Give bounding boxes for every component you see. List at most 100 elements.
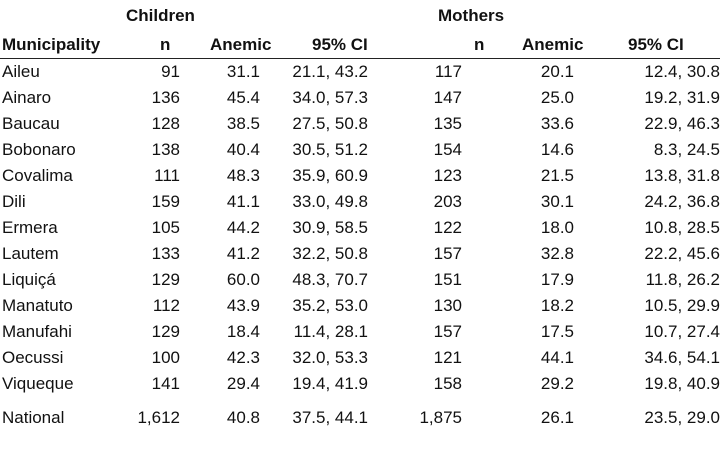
header-mothers-ci: 95% CI: [628, 35, 684, 54]
mothers-ci-cell: 13.8, 31.8: [644, 166, 720, 185]
children-anemic-cell: 41.2: [226, 244, 260, 263]
children-anemic-cell: 48.3: [226, 166, 260, 185]
children-ci-cell: 27.5, 50.8: [292, 114, 368, 133]
mothers-n-cell: 1,875: [419, 408, 462, 427]
mothers-anemic-cell: 44.1: [540, 348, 574, 367]
children-n-cell: 136: [151, 88, 180, 107]
children-n-cell: 129: [151, 322, 180, 341]
mothers-n-cell: 122: [433, 218, 462, 237]
mothers-ci-cell: 19.8, 40.9: [644, 374, 720, 393]
table-row: Bobonaro 138 40.4 30.5, 51.2 154 14.6 8.3, 24.…: [0, 137, 720, 163]
header-children-n: n: [160, 35, 171, 54]
column-header-row: Municipality n Anemic 95% CI n Anemic 95…: [0, 32, 720, 58]
mothers-n-cell: 135: [433, 114, 462, 133]
municipality-cell: Lautem: [2, 244, 59, 263]
children-ci-cell: 11.4, 28.1: [293, 322, 368, 341]
children-n-cell: 133: [151, 244, 180, 263]
mothers-ci-cell: 8.3, 24.5: [653, 140, 720, 159]
mothers-ci-cell: 34.6, 54.1: [644, 348, 720, 367]
children-ci-cell: 32.0, 53.3: [292, 348, 368, 367]
mothers-n-cell: 117: [434, 62, 462, 81]
municipality-cell: Covalima: [2, 166, 73, 185]
header-municipality: Municipality: [2, 35, 101, 54]
mothers-anemic-cell: 26.1: [540, 408, 574, 427]
municipality-cell: Liquiçá: [2, 270, 56, 289]
table-row: Liquiçá 129 60.0 48.3, 70.7 151 17.9 11.8, 26.…: [0, 267, 720, 293]
table-row: Lautem 133 41.2 32.2, 50.8 157 32.8 22.2, 45.6: [0, 241, 720, 267]
children-ci-cell: 19.4, 41.9: [292, 374, 368, 393]
mothers-anemic-cell: 30.1: [540, 192, 574, 211]
children-anemic-cell: 45.4: [226, 88, 260, 107]
mothers-anemic-cell: 14.6: [540, 140, 574, 159]
mothers-anemic-cell: 33.6: [540, 114, 574, 133]
children-ci-cell: 34.0, 57.3: [292, 88, 368, 107]
children-ci-cell: 21.1, 43.2: [292, 62, 368, 81]
municipality-cell: Baucau: [2, 114, 60, 133]
children-n-cell: 138: [151, 140, 180, 159]
mothers-n-cell: 121: [433, 348, 462, 367]
children-anemic-cell: 31.1: [226, 62, 260, 81]
mothers-ci-cell: 23.5, 29.0: [644, 408, 720, 427]
table-row: Viqueque 141 29.4 19.4, 41.9 158 29.2 19.8, 40…: [0, 371, 720, 397]
children-n-cell: 1,612: [137, 408, 180, 427]
table-row: Baucau 128 38.5 27.5, 50.8 135 33.6 22.9, 46.3: [0, 111, 720, 137]
mothers-n-cell: 203: [433, 192, 462, 211]
municipality-cell: Bobonaro: [2, 140, 76, 159]
municipality-cell: Ainaro: [2, 88, 52, 107]
table-row: Oecussi 100 42.3 32.0, 53.3 121 44.1 34.6, 54.…: [0, 345, 720, 371]
table-row: Manufahi 129 18.4 11.4, 28.1 157 17.5 10.7, 27…: [0, 319, 720, 345]
children-anemic-cell: 41.1: [226, 192, 260, 211]
group-header-row: Children Mothers: [0, 4, 720, 28]
header-mothers-anemic: Anemic: [522, 35, 584, 54]
children-ci-cell: 32.2, 50.8: [292, 244, 368, 263]
children-ci-cell: 30.9, 58.5: [292, 218, 368, 237]
table-row: Aileu 91 31.1 21.1, 43.2 117 20.1 12.4, 30.8: [0, 59, 720, 85]
children-n-cell: 128: [151, 114, 180, 133]
municipality-cell: Dili: [2, 192, 26, 211]
children-n-cell: 111: [154, 166, 180, 185]
table-row: Ainaro 136 45.4 34.0, 57.3 147 25.0 19.2, 31.9: [0, 85, 720, 111]
mothers-n-cell: 147: [433, 88, 462, 107]
table-row: Manatuto 112 43.9 35.2, 53.0 130 18.2 10.5, 29…: [0, 293, 720, 319]
mothers-n-cell: 123: [433, 166, 462, 185]
mothers-anemic-cell: 18.0: [540, 218, 574, 237]
children-anemic-cell: 38.5: [226, 114, 260, 133]
mothers-anemic-cell: 25.0: [540, 88, 574, 107]
children-n-cell: 105: [151, 218, 180, 237]
mothers-anemic-cell: 17.5: [540, 322, 574, 341]
municipality-cell: Oecussi: [2, 348, 64, 367]
header-children-anemic: Anemic: [210, 35, 272, 54]
children-anemic-cell: 42.3: [226, 348, 260, 367]
mothers-ci-cell: 10.5, 29.9: [644, 296, 720, 315]
children-ci-cell: 33.0, 49.8: [292, 192, 368, 211]
mothers-ci-cell: 10.7, 27.4: [644, 322, 720, 341]
header-divider: [0, 58, 720, 59]
children-n-cell: 129: [151, 270, 180, 289]
children-anemic-cell: 44.2: [226, 218, 260, 237]
mothers-n-cell: 157: [433, 322, 462, 341]
municipality-cell: National: [2, 408, 65, 427]
header-children-ci: 95% CI: [312, 35, 368, 54]
mothers-ci-cell: 22.9, 46.3: [644, 114, 720, 133]
mothers-n-cell: 130: [433, 296, 462, 315]
municipality-cell: Viqueque: [2, 374, 74, 393]
mothers-n-cell: 154: [433, 140, 462, 159]
mothers-ci-cell: 12.4, 30.8: [644, 62, 720, 81]
mothers-n-cell: 158: [433, 374, 462, 393]
mothers-ci-cell: 11.8, 26.2: [645, 270, 720, 289]
municipality-cell: Aileu: [2, 62, 40, 81]
children-ci-cell: 48.3, 70.7: [292, 270, 368, 289]
children-ci-cell: 35.2, 53.0: [292, 296, 368, 315]
children-n-cell: 141: [151, 374, 180, 393]
municipality-cell: Manufahi: [2, 322, 72, 341]
children-anemic-cell: 60.0: [226, 270, 260, 289]
header-mothers-n: n: [474, 35, 485, 54]
municipality-cell: Manatuto: [2, 296, 73, 315]
children-anemic-cell: 18.4: [226, 322, 260, 341]
mothers-anemic-cell: 17.9: [540, 270, 574, 289]
table-row: Ermera 105 44.2 30.9, 58.5 122 18.0 10.8, 28.5: [0, 215, 720, 241]
mothers-n-cell: 157: [433, 244, 462, 263]
mothers-anemic-cell: 18.2: [540, 296, 574, 315]
group-children: Children: [126, 6, 195, 25]
